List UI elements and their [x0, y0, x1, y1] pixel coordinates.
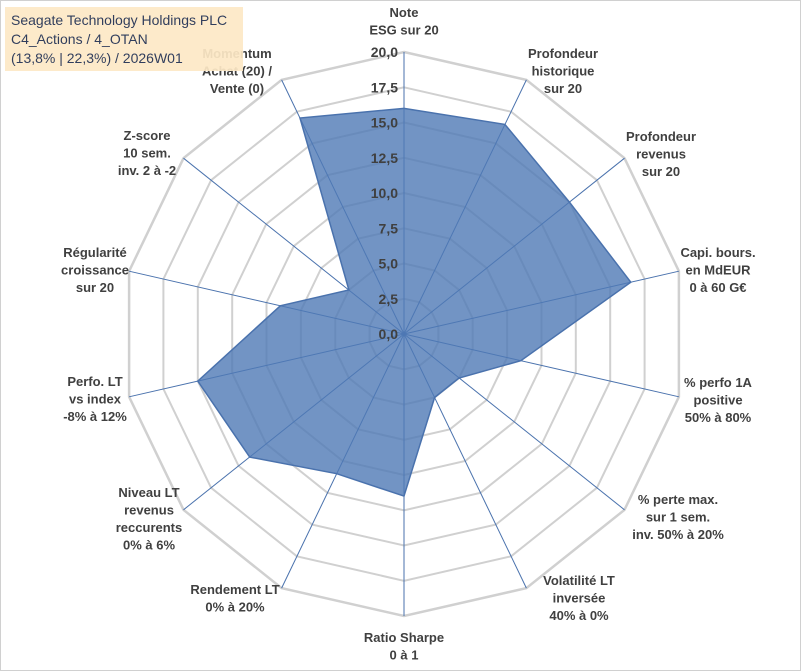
axis-label-5: % perfo 1A positive 50% à 80%	[684, 375, 753, 425]
tick-label: 5,0	[379, 256, 399, 272]
series-area	[196, 107, 632, 498]
axis-label-11: Perfo. LT vs index -8% à 12%	[63, 374, 127, 424]
axis-labels: Note ESG sur 20 Profondeur historique sur 20…	[61, 5, 756, 663]
axis-label-8: Ratio Sharpe 0 à 1	[364, 630, 444, 663]
chart-title-company: Seagate Technology Holdings PLC	[11, 12, 228, 28]
axis-label-9: Rendement LT 0% à 20%	[190, 582, 279, 615]
axis-label-13: Z-score 10 sem. inv. 2 à -2	[118, 128, 176, 178]
chart-title-box: Seagate Technology Holdings PLC C4_Actio…	[5, 7, 243, 71]
tick-label: 7,5	[379, 220, 399, 236]
axis-label-1: Note ESG sur 20	[369, 5, 438, 38]
tick-label: 10,0	[371, 185, 398, 201]
tick-label: 15,0	[371, 115, 398, 131]
axis-label-10: Niveau LT revenus reccurents 0% à 6%	[116, 485, 182, 553]
tick-label: 0,0	[379, 326, 399, 342]
axis-label-12: Régularité croissance sur 20	[61, 245, 129, 295]
axis-label-3: Profondeur revenus sur 20	[626, 129, 696, 179]
tick-label: 2,5	[379, 291, 399, 307]
axis-label-4: Capi. bours. en MdEUR 0 à 60 G€	[680, 245, 755, 295]
tick-label: 17,5	[371, 79, 398, 95]
tick-label: 12,5	[371, 150, 398, 166]
axis-label-7: Volatilité LT inversée 40% à 0%	[543, 573, 615, 623]
axis-label-2: Profondeur historique sur 20	[528, 46, 598, 96]
radar-series	[196, 107, 632, 498]
tick-label: 20,0	[371, 44, 398, 60]
axis-label-6: % perte max. sur 1 sem. inv. 50% à 20%	[632, 492, 724, 542]
radial-tick-labels: 0,0 2,5 5,0 7,5 10,0 12,5 15,0 17,5 20,0	[371, 44, 398, 342]
chart-title-stats: (13,8% | 22,3%) / 2026W01	[11, 50, 183, 66]
chart-title-category: C4_Actions / 4_OTAN	[11, 31, 148, 47]
